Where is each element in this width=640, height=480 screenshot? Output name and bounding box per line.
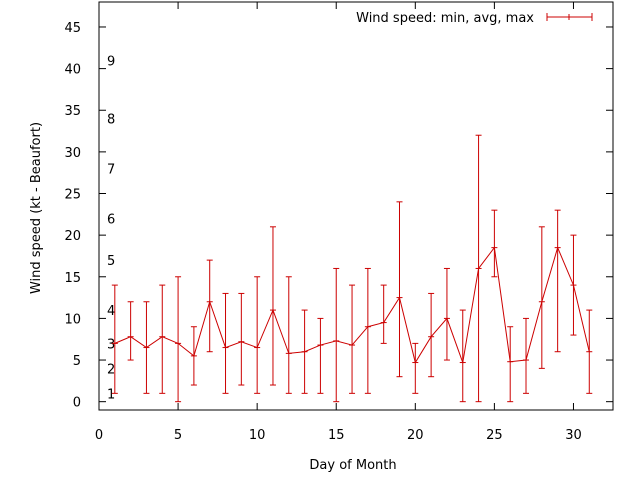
legend-label: Wind speed: min, avg, max (356, 11, 534, 26)
x-axis-ticks: 0 5 10 15 20 25 30 (95, 2, 582, 443)
error-bar (222, 292, 229, 394)
y-tick-label: 45 (64, 21, 81, 36)
error-bar (333, 267, 340, 403)
beaufort-label: 5 (107, 254, 115, 269)
error-bar (507, 326, 514, 403)
y-tick-label: 25 (64, 188, 81, 203)
beaufort-label: 1 (107, 387, 115, 402)
x-tick-label: 25 (486, 428, 503, 443)
beaufort-label: 6 (107, 212, 115, 227)
x-tick-label: 10 (249, 428, 266, 443)
error-bar (111, 284, 118, 394)
error-bar (254, 276, 261, 394)
error-bar (428, 292, 435, 378)
error-bar (538, 226, 545, 369)
y-tick-label: 35 (64, 104, 81, 119)
y-tick-label: 5 (73, 354, 81, 369)
plot-frame (98, 1, 614, 411)
error-bar (570, 234, 577, 336)
x-tick-label: 20 (407, 428, 424, 443)
x-tick-label: 15 (328, 428, 345, 443)
error-bar (412, 342, 419, 394)
x-tick-label: 30 (565, 428, 582, 443)
beaufort-label: 9 (107, 54, 115, 69)
error-bar (443, 267, 450, 361)
y-tick-label: 10 (64, 312, 81, 327)
error-bar (554, 209, 561, 353)
error-bar (523, 317, 530, 394)
error-bar (491, 209, 498, 278)
beaufort-label: 4 (107, 304, 115, 319)
y-tick-label: 20 (64, 229, 81, 244)
error-bar (143, 301, 150, 394)
error-bar (301, 309, 308, 394)
error-bar (475, 134, 482, 403)
error-bar (269, 226, 276, 386)
beaufort-label: 7 (107, 163, 115, 178)
legend: Wind speed: min, avg, max (356, 11, 593, 26)
y-tick-label: 30 (64, 146, 81, 161)
error-bar (127, 301, 134, 361)
y-tick-label: 15 (64, 271, 81, 286)
series-layer (111, 134, 593, 403)
y-tick-label: 40 (64, 63, 81, 78)
error-bar (238, 292, 245, 386)
beaufort-scale-labels: 1 2 3 4 5 6 7 8 9 (107, 54, 115, 402)
error-bar (459, 309, 466, 403)
error-bar (190, 326, 197, 386)
beaufort-label: 3 (107, 337, 115, 352)
error-bar (175, 276, 182, 403)
error-bar (317, 317, 324, 394)
error-bar (285, 276, 292, 394)
beaufort-label: 2 (107, 362, 115, 377)
error-bar (396, 201, 403, 378)
y-axis-title: Wind speed (kt - Beaufort) (29, 122, 44, 294)
beaufort-label: 8 (107, 113, 115, 128)
error-bar (159, 284, 166, 394)
y-tick-label: 0 (73, 396, 81, 411)
error-bar (349, 284, 356, 394)
error-bar (364, 267, 371, 394)
x-tick-label: 0 (95, 428, 103, 443)
error-bar (586, 309, 593, 394)
x-axis-title: Day of Month (309, 458, 396, 473)
x-tick-label: 5 (174, 428, 182, 443)
error-bar (380, 284, 387, 344)
error-bar (206, 259, 213, 353)
